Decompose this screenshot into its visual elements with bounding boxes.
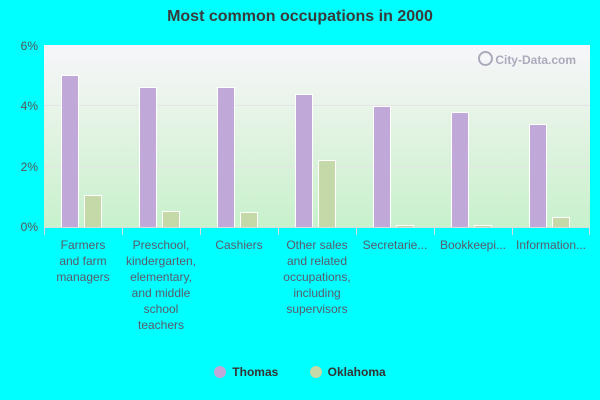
bar-thomas[interactable] <box>139 87 157 227</box>
legend-swatch-icon <box>309 366 322 378</box>
y-tick-0: 0% <box>20 220 38 234</box>
bar-thomas[interactable] <box>529 123 547 227</box>
legend: Thomas Oklahoma <box>0 365 600 379</box>
legend-swatch-icon <box>214 366 227 378</box>
x-category-label: Preschool, kindergarten, elementary, and… <box>125 238 197 332</box>
x-category-label: Bookkeepi... <box>439 238 507 252</box>
bar-oklahoma[interactable] <box>162 210 180 227</box>
bar-oklahoma[interactable] <box>240 211 258 227</box>
bar-thomas[interactable] <box>451 111 469 227</box>
bar-oklahoma[interactable] <box>318 160 336 227</box>
bar-thomas[interactable] <box>61 75 79 227</box>
plot-area: City-Data.com <box>44 45 590 227</box>
legend-item-thomas[interactable]: Thomas <box>214 365 278 379</box>
bar-thomas[interactable] <box>373 105 391 227</box>
x-tick <box>434 227 435 235</box>
watermark-text: City-Data.com <box>495 53 576 67</box>
legend-label: Thomas <box>232 365 279 379</box>
watermark: City-Data.com <box>478 51 576 67</box>
x-tick <box>512 227 513 235</box>
legend-label: Oklahoma <box>327 365 386 379</box>
gridline-2 <box>44 166 590 167</box>
legend-item-oklahoma[interactable]: Oklahoma <box>309 365 386 379</box>
x-category-label: Farmers and farm managers <box>56 238 110 284</box>
x-tick <box>200 227 201 235</box>
x-tick <box>278 227 279 235</box>
x-category-label: Information... <box>515 238 587 252</box>
bar-oklahoma[interactable] <box>552 217 570 227</box>
x-tick <box>44 227 45 235</box>
chart-title: Most common occupations in 2000 <box>167 8 433 25</box>
bar-oklahoma[interactable] <box>474 224 492 227</box>
bar-thomas[interactable] <box>295 93 313 227</box>
x-category-label: Other sales and related occupations, inc… <box>283 238 351 316</box>
x-category-label: Cashiers <box>215 238 263 252</box>
x-category-label: Secretarie... <box>362 238 428 252</box>
x-tick <box>122 227 123 235</box>
bar-oklahoma[interactable] <box>84 195 102 227</box>
x-axis <box>44 227 590 228</box>
bar-thomas[interactable] <box>217 87 235 227</box>
y-tick-4: 4% <box>20 99 38 113</box>
x-tick <box>356 227 357 235</box>
y-tick-6: 6% <box>20 39 38 53</box>
x-tick <box>589 227 590 235</box>
y-tick-2: 2% <box>20 160 38 174</box>
magnifier-chart-icon <box>478 51 494 66</box>
bar-oklahoma[interactable] <box>396 224 414 227</box>
gridline-4 <box>44 105 590 106</box>
